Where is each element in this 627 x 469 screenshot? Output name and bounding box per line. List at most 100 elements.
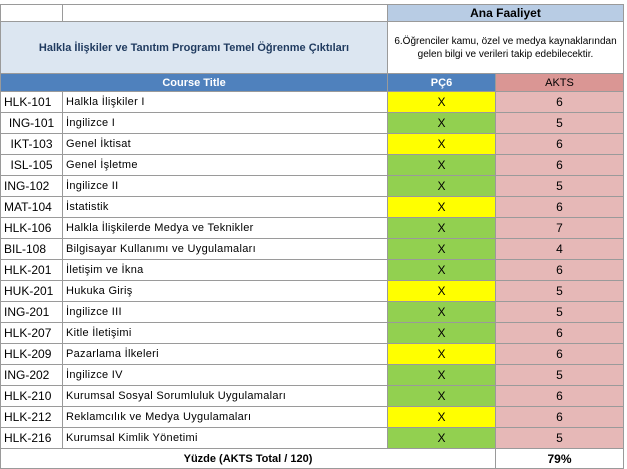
- pc6-mark-cell[interactable]: X: [387, 217, 496, 239]
- course-title-cell[interactable]: Bilgisayar Kullanımı ve Uygulamaları: [62, 238, 388, 260]
- pc6-mark-cell[interactable]: X: [387, 322, 496, 344]
- course-code-cell[interactable]: ING-202: [0, 364, 63, 386]
- akts-value-cell[interactable]: 4: [495, 238, 624, 260]
- top-row: Ana Faaliyet: [0, 4, 624, 22]
- pc6-mark-cell[interactable]: X: [387, 364, 496, 386]
- akts-value-cell[interactable]: 6: [495, 322, 624, 344]
- table-row: HLK-106 Halkla İlişkilerde Medya ve Tekni…: [0, 217, 624, 239]
- course-code-cell[interactable]: HLK-209: [0, 343, 63, 365]
- course-code-cell[interactable]: HLK-106: [0, 217, 63, 239]
- pc6-mark-cell[interactable]: X: [387, 259, 496, 281]
- akts-value-cell[interactable]: 6: [495, 385, 624, 407]
- pc6-mark-cell[interactable]: X: [387, 301, 496, 323]
- akts-value-cell[interactable]: 7: [495, 217, 624, 239]
- blank-cell[interactable]: [62, 4, 388, 22]
- table-row: HUK-201 Hukuka Giriş X 5: [0, 280, 624, 302]
- course-title-cell[interactable]: Hukuka Giriş: [62, 280, 388, 302]
- akts-value-cell[interactable]: 5: [495, 175, 624, 197]
- table-row: ING-201 İngilizce III X 5: [0, 301, 624, 323]
- table-row: HLK-209 Pazarlama İlkeleri X 6: [0, 343, 624, 365]
- footer-row: Yüzde (AKTS Total / 120) 79%: [0, 448, 624, 469]
- pc6-mark-cell[interactable]: X: [387, 112, 496, 134]
- course-title-cell[interactable]: Pazarlama İlkeleri: [62, 343, 388, 365]
- pc6-mark-cell[interactable]: X: [387, 427, 496, 449]
- table-row: ING-102 İngilizce II X 5: [0, 175, 624, 197]
- akts-value-cell[interactable]: 5: [495, 112, 624, 134]
- table-row: MAT-104 İstatistik X 6: [0, 196, 624, 218]
- pc6-header[interactable]: PÇ6: [387, 73, 496, 92]
- course-code-cell[interactable]: IKT-103: [0, 133, 63, 155]
- table-row: BIL-108 Bilgisayar Kullanımı ve Uygulamal…: [0, 238, 624, 260]
- course-title-cell[interactable]: Kurumsal Kimlik Yönetimi: [62, 427, 388, 449]
- course-code-cell[interactable]: ING-102: [0, 175, 63, 197]
- blank-cell[interactable]: [0, 4, 63, 22]
- akts-value-cell[interactable]: 6: [495, 343, 624, 365]
- akts-header[interactable]: AKTS: [495, 73, 624, 92]
- pc6-mark-cell[interactable]: X: [387, 406, 496, 428]
- pc6-mark-cell[interactable]: X: [387, 196, 496, 218]
- course-title-cell[interactable]: Kitle İletişimi: [62, 322, 388, 344]
- pc6-mark-cell[interactable]: X: [387, 238, 496, 260]
- akts-value-cell[interactable]: 6: [495, 259, 624, 281]
- course-code-cell[interactable]: ING-201: [0, 301, 63, 323]
- akts-value-cell[interactable]: 5: [495, 280, 624, 302]
- table-row: ING-202 İngilizce IV X 5: [0, 364, 624, 386]
- akts-value-cell[interactable]: 6: [495, 154, 624, 176]
- course-title-cell[interactable]: İngilizce IV: [62, 364, 388, 386]
- course-code-cell[interactable]: HLK-201: [0, 259, 63, 281]
- pc6-mark-cell[interactable]: X: [387, 343, 496, 365]
- course-code-cell[interactable]: HLK-212: [0, 406, 63, 428]
- akts-value-cell[interactable]: 6: [495, 133, 624, 155]
- ana-faaliyet-header[interactable]: Ana Faaliyet: [387, 4, 624, 22]
- course-title-cell[interactable]: İngilizce II: [62, 175, 388, 197]
- course-code-cell[interactable]: HLK-216: [0, 427, 63, 449]
- course-title-cell[interactable]: Reklamcılık ve Medya Uygulamaları: [62, 406, 388, 428]
- akts-value-cell[interactable]: 6: [495, 91, 624, 113]
- akts-value-cell[interactable]: 6: [495, 196, 624, 218]
- pc6-mark-cell[interactable]: X: [387, 91, 496, 113]
- course-title-cell[interactable]: İngilizce I: [62, 112, 388, 134]
- program-title[interactable]: Halkla İlişkiler ve Tanıtım Programı Tem…: [0, 21, 388, 74]
- course-title-cell[interactable]: İstatistik: [62, 196, 388, 218]
- course-title-cell[interactable]: Kurumsal Sosyal Sorumluluk Uygulamaları: [62, 385, 388, 407]
- course-code-cell[interactable]: ISL-105: [0, 154, 63, 176]
- description-row: Halkla İlişkiler ve Tanıtım Programı Tem…: [0, 21, 624, 74]
- course-code-cell[interactable]: HUK-201: [0, 280, 63, 302]
- outcome-description[interactable]: 6.Öğrenciler kamu, özel ve medya kaynakl…: [387, 21, 624, 74]
- table-row: HLK-207 Kitle İletişimi X 6: [0, 322, 624, 344]
- akts-value-cell[interactable]: 6: [495, 406, 624, 428]
- course-code-cell[interactable]: ING-101: [0, 112, 63, 134]
- pc6-mark-cell[interactable]: X: [387, 280, 496, 302]
- table-row: HLK-210 Kurumsal Sosyal Sorumluluk Uygula…: [0, 385, 624, 407]
- course-title-header[interactable]: Course Title: [0, 73, 388, 92]
- table-row: HLK-212 Reklamcılık ve Medya Uygulamaları…: [0, 406, 624, 428]
- course-title-cell[interactable]: Genel İktisat: [62, 133, 388, 155]
- outcomes-table: Ana Faaliyet Halkla İlişkiler ve Tanıtım…: [0, 4, 624, 469]
- pc6-mark-cell[interactable]: X: [387, 385, 496, 407]
- akts-value-cell[interactable]: 5: [495, 427, 624, 449]
- percentage-label[interactable]: Yüzde (AKTS Total / 120): [0, 448, 496, 469]
- course-title-cell[interactable]: İletişim ve İkna: [62, 259, 388, 281]
- course-code-cell[interactable]: HLK-210: [0, 385, 63, 407]
- course-code-cell[interactable]: BIL-108: [0, 238, 63, 260]
- course-title-cell[interactable]: İngilizce III: [62, 301, 388, 323]
- course-title-cell[interactable]: Genel İşletme: [62, 154, 388, 176]
- pc6-mark-cell[interactable]: X: [387, 154, 496, 176]
- akts-value-cell[interactable]: 5: [495, 364, 624, 386]
- table-row: HLK-201 İletişim ve İkna X 6: [0, 259, 624, 281]
- course-code-cell[interactable]: HLK-207: [0, 322, 63, 344]
- course-title-cell[interactable]: Halkla İlişkiler I: [62, 91, 388, 113]
- table-row: HLK-216 Kurumsal Kimlik Yönetimi X 5: [0, 427, 624, 449]
- course-code-cell[interactable]: HLK-101: [0, 91, 63, 113]
- pc6-mark-cell[interactable]: X: [387, 175, 496, 197]
- pc6-mark-cell[interactable]: X: [387, 133, 496, 155]
- akts-value-cell[interactable]: 5: [495, 301, 624, 323]
- percentage-value[interactable]: 79%: [495, 448, 624, 469]
- table-row: ISL-105 Genel İşletme X 6: [0, 154, 624, 176]
- column-header-row: Course Title PÇ6 AKTS: [0, 73, 624, 92]
- course-title-cell[interactable]: Halkla İlişkilerde Medya ve Teknikler: [62, 217, 388, 239]
- course-code-cell[interactable]: MAT-104: [0, 196, 63, 218]
